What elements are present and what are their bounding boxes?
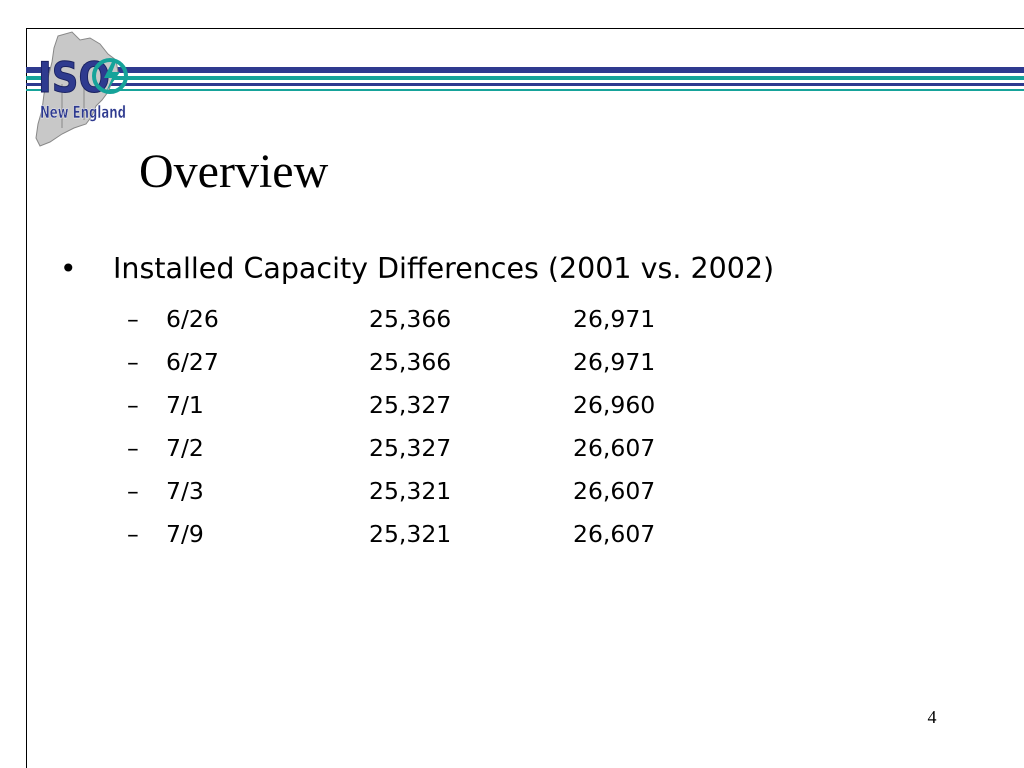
row-value-2002: 26,607 [573, 434, 656, 462]
bullet-text: Installed Capacity Differences (2001 vs.… [113, 252, 775, 285]
dash-marker: – [127, 520, 139, 548]
row-value-2001: 25,321 [369, 477, 452, 505]
row-value-2002: 26,971 [573, 305, 656, 333]
bullet-marker: • [60, 252, 77, 285]
header-stripe-teal-thin [26, 89, 1024, 91]
slide-title: Overview [139, 145, 329, 198]
row-value-2002: 26,607 [573, 477, 656, 505]
row-date: 7/1 [166, 391, 204, 419]
row-value-2001: 25,321 [369, 520, 452, 548]
row-value-2001: 25,366 [369, 305, 452, 333]
header-stripe-navy-thin [26, 83, 1024, 86]
logo-graphic: ISO New England [35, 31, 128, 147]
logo-iso-text: ISO [38, 53, 110, 102]
row-date: 6/27 [166, 348, 219, 376]
row-value-2002: 26,960 [573, 391, 656, 419]
new-england-map-shape [35, 31, 119, 147]
row-date: 7/9 [166, 520, 204, 548]
row-value-2001: 25,327 [369, 434, 452, 462]
slide-frame [26, 28, 1024, 768]
iso-new-england-logo: ISO New England [28, 30, 132, 150]
logo-globe-icon [92, 58, 128, 94]
row-value-2001: 25,366 [369, 348, 452, 376]
logo-bolt-icon [104, 62, 120, 92]
dash-marker: – [127, 348, 139, 376]
page-number: 4 [927, 707, 937, 727]
dash-marker: – [127, 434, 139, 462]
main-bullet: • Installed Capacity Differences (2001 vs… [60, 249, 774, 289]
row-value-2001: 25,327 [369, 391, 452, 419]
row-date: 7/2 [166, 434, 204, 462]
dash-marker: – [127, 477, 139, 505]
header-stripe-navy [26, 67, 1024, 73]
row-value-2002: 26,607 [573, 520, 656, 548]
row-date: 7/3 [166, 477, 204, 505]
dash-marker: – [127, 391, 139, 419]
dash-marker: – [127, 305, 139, 333]
row-value-2002: 26,971 [573, 348, 656, 376]
logo-new-england-text: New England [40, 103, 126, 123]
header-stripe-teal [26, 76, 1024, 80]
row-date: 6/26 [166, 305, 219, 333]
